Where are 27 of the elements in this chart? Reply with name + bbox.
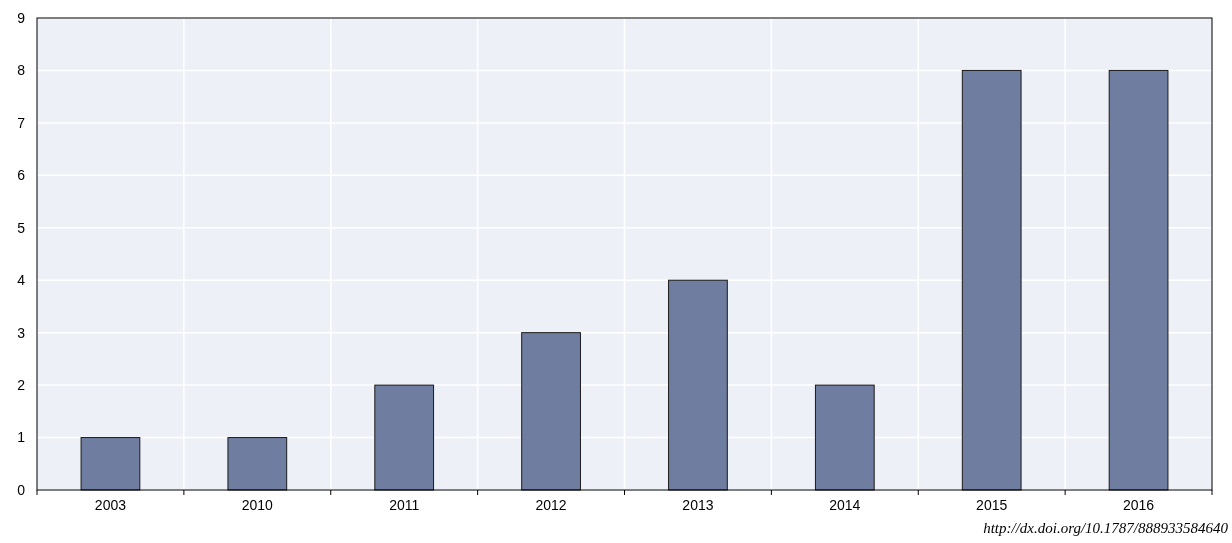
bar (668, 279, 728, 491)
x-tick-label: 2015 (976, 497, 1008, 513)
bar (1108, 69, 1169, 491)
x-tick-label: 2010 (241, 497, 274, 513)
bar (521, 332, 581, 491)
y-tick-label: 0 (17, 481, 26, 498)
y-tick-label: 5 (17, 219, 26, 236)
y-tick-label: 1 (17, 429, 26, 446)
y-tick-label: 7 (17, 114, 26, 131)
y-tick-label: 4 (17, 272, 26, 289)
y-tick-label: 9 (17, 9, 26, 26)
x-tick-label: 2013 (682, 497, 714, 513)
y-tick-label: 3 (17, 324, 26, 341)
bar (227, 437, 288, 491)
bar (814, 384, 875, 491)
x-tick-label: 2014 (829, 497, 861, 513)
bar (961, 69, 1022, 491)
x-tick-label: 2011 (389, 497, 420, 513)
bar (80, 437, 141, 491)
x-tick-label: 2016 (1122, 497, 1155, 513)
x-tick-label: 2012 (535, 497, 567, 513)
y-tick-label: 8 (17, 62, 26, 79)
y-tick-label: 6 (17, 167, 26, 184)
x-tick-label: 2003 (94, 497, 127, 513)
y-tick-label: 2 (17, 377, 26, 394)
text: http://dx.doi.org/10.1787/888933584640 (983, 520, 1229, 536)
bar (374, 384, 435, 491)
